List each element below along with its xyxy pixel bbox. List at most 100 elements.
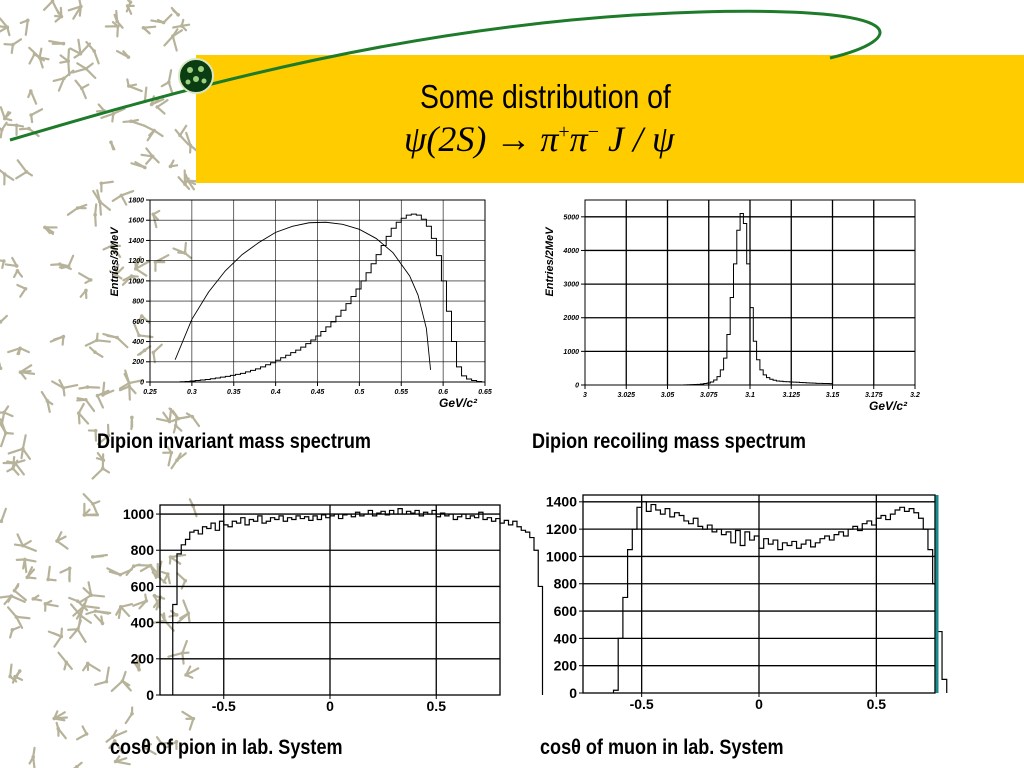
histogram-bin <box>394 514 398 695</box>
decorative-pattern <box>0 0 200 768</box>
histogram-bin <box>740 546 745 693</box>
histogram-bin <box>790 382 793 385</box>
histogram-bin <box>734 264 737 385</box>
histogram-bin <box>360 516 364 695</box>
y-tick-label: 1000 <box>123 506 154 522</box>
histogram-bin <box>225 376 230 382</box>
y-tick-label: 4000 <box>562 248 579 255</box>
histogram-bin <box>793 382 796 385</box>
histogram-bin <box>914 513 919 693</box>
histogram-bin <box>458 517 462 695</box>
histogram-bin <box>697 384 700 385</box>
histogram-bin <box>803 383 806 385</box>
y-tick-label: 3000 <box>563 282 579 289</box>
y-tick-label: 200 <box>131 651 155 667</box>
histogram-bin <box>271 518 275 695</box>
histogram-bin <box>750 540 755 693</box>
histogram-bin <box>740 213 743 385</box>
histogram-bin <box>185 381 190 382</box>
dipion-mass-histogram: 0.25 0.3 0.35 0.4 0.45 0.5 0.55 0.6 0.65 0 200 400 6… <box>109 197 492 410</box>
histogram-bin <box>462 376 467 382</box>
histogram-bin <box>276 360 281 382</box>
histogram-bin <box>309 520 313 695</box>
x-tick-label: 3.125 <box>782 392 800 399</box>
histogram-bin <box>776 381 779 385</box>
histogram-bin <box>390 510 394 695</box>
x-tick-label: 0.3 <box>187 389 197 396</box>
histogram-bin <box>292 519 296 695</box>
histogram-bin <box>203 527 207 695</box>
histogram-outline <box>175 213 483 383</box>
histogram-bin <box>780 381 783 385</box>
histogram-bin <box>623 597 628 693</box>
histogram-bin <box>254 521 258 695</box>
y-tick-label: 200 <box>554 658 578 674</box>
phase-space-curve <box>174 221 432 370</box>
decorative-arc <box>9 9 882 142</box>
histogram-bin <box>326 327 331 382</box>
histogram-bin <box>232 521 236 695</box>
caption-dipion-mass: Dipion invariant mass spectrum <box>97 430 371 453</box>
histogram-bin <box>928 550 933 693</box>
histogram-bin <box>867 521 872 693</box>
histogram-bin <box>487 518 491 695</box>
histogram-bin <box>816 383 819 385</box>
y-tick-label: 200 <box>131 359 144 366</box>
histogram-bin <box>228 527 232 695</box>
histogram-bin <box>356 289 361 382</box>
histogram-bin <box>693 518 698 693</box>
y-axis-label: Entries/2MeV <box>544 226 556 297</box>
histogram-bin <box>258 516 262 695</box>
histogram-bin <box>477 381 482 382</box>
histogram-bin <box>825 536 830 693</box>
histogram-bin <box>211 523 215 695</box>
histogram-bin <box>890 514 895 693</box>
histogram-bin <box>343 515 347 695</box>
histogram-bin <box>366 273 371 382</box>
x-tick-label: 0.65 <box>478 389 492 396</box>
histogram-bin <box>764 539 769 693</box>
histogram-bin <box>684 521 689 693</box>
histogram-bin <box>670 517 675 693</box>
histogram-bin <box>843 536 848 693</box>
histogram-bin <box>492 521 496 695</box>
histogram-bin <box>483 519 487 695</box>
title-formula: ψ(2S) → π+π− J / ψ <box>404 119 675 159</box>
muon-costheta-histogram: -0.5 0 0.5 0 200 400 600 800 1000 1200 1400 <box>546 494 948 712</box>
histogram-bin <box>773 380 776 385</box>
histogram-bin <box>398 509 402 695</box>
histogram-bin <box>245 372 250 382</box>
histogram-bin <box>714 380 717 385</box>
histogram-bin <box>886 520 891 693</box>
histogram-bin <box>419 516 423 695</box>
histogram-bin <box>923 529 928 693</box>
histogram-bin <box>872 525 877 693</box>
x-tick-label: 3.05 <box>661 392 675 399</box>
histogram-bin <box>646 511 651 693</box>
x-tick-label: 0.4 <box>271 389 281 396</box>
histogram-bin <box>424 512 428 695</box>
histogram-bin <box>237 523 241 695</box>
histogram-bin <box>356 512 360 695</box>
histogram-bin <box>813 383 816 385</box>
histogram-bin <box>642 502 647 693</box>
histogram-bin <box>848 529 853 693</box>
histogram-bin <box>675 513 680 693</box>
histogram-bin <box>660 514 665 693</box>
histogram-bin <box>316 336 321 382</box>
histogram-bin <box>747 264 750 385</box>
histogram-bin <box>479 512 483 695</box>
y-tick-label: 600 <box>554 603 578 619</box>
histogram-bin <box>431 238 436 382</box>
histogram-bin <box>801 544 806 693</box>
histogram-bin <box>834 535 839 693</box>
histogram-bin <box>336 316 341 382</box>
histogram-bin <box>351 517 355 695</box>
y-tick-label: 400 <box>554 630 578 646</box>
histogram-bin <box>341 310 346 382</box>
caption-dipion-recoil: Dipion recoiling mass spectrum <box>532 430 806 453</box>
histogram-bin <box>637 507 642 693</box>
histogram-series <box>612 501 948 693</box>
histogram-bin <box>385 515 389 695</box>
histogram-bin <box>737 230 740 385</box>
